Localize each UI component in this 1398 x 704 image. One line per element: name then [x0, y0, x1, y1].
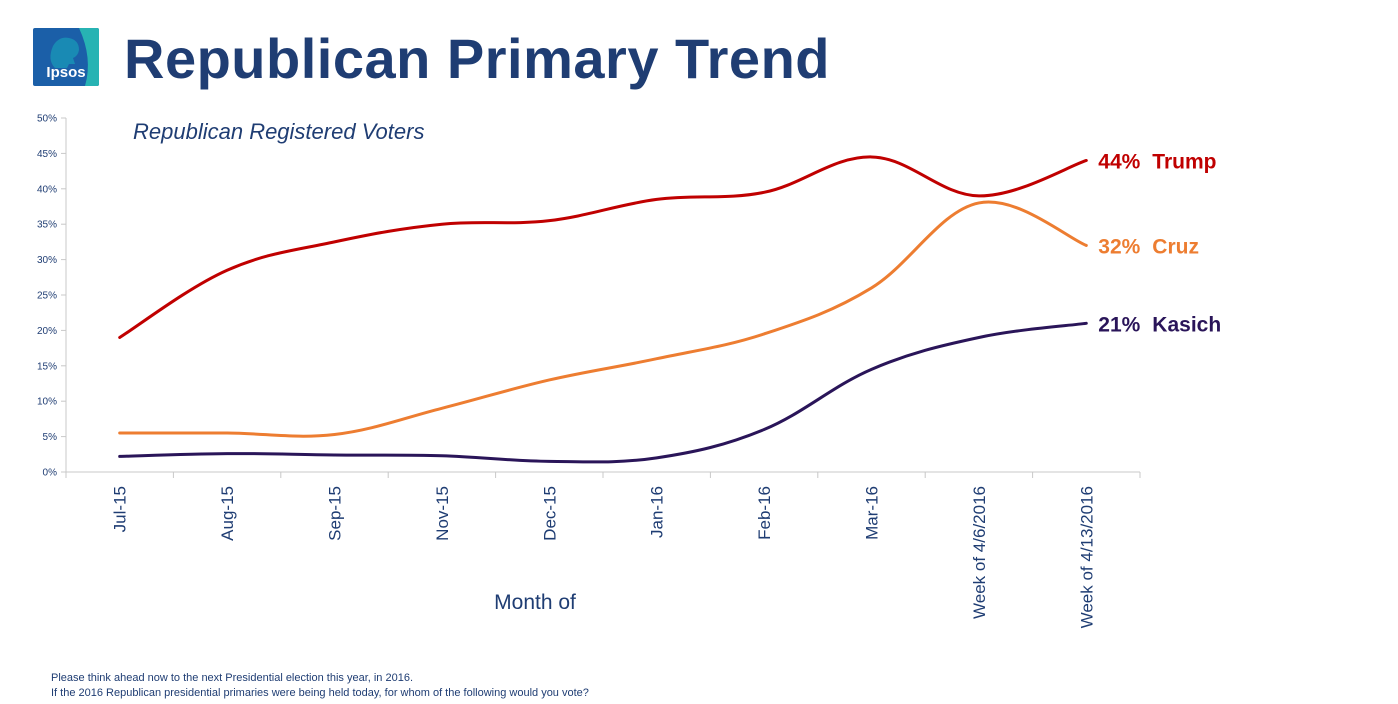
x-tick-label: Jan-16 — [648, 486, 667, 538]
footnote-line-2: If the 2016 Republican presidential prim… — [51, 687, 589, 699]
x-tick-label: Aug-15 — [218, 486, 237, 541]
series-line-trump — [118, 155, 1088, 339]
x-tick-label: Sep-15 — [326, 486, 345, 541]
y-tick-label: 0% — [43, 468, 58, 479]
y-tick-label: 20% — [37, 326, 57, 337]
profile-head-icon — [50, 28, 99, 86]
x-tick-label: Mar-16 — [863, 486, 882, 540]
x-axis-title: Month of — [494, 591, 576, 614]
series-line-cruz — [118, 200, 1088, 438]
x-tick-label: Jul-15 — [111, 486, 130, 532]
series-name-label-cruz: Cruz — [1152, 235, 1199, 258]
chart-series — [118, 155, 1088, 464]
x-tick-label: Dec-15 — [540, 486, 559, 541]
chart-subtitle: Republican Registered Voters — [133, 119, 425, 144]
x-tick-label: Week of 4/6/2016 — [970, 486, 989, 619]
series-line-kasich — [118, 321, 1088, 464]
chart-axes: 0% 5% 10% 15% 20% 25% 30% 35% 40% 45% 50% Jul-15 Aug… — [37, 114, 1141, 628]
ipsos-logo: Ipsos — [33, 28, 99, 86]
y-tick-label: 10% — [37, 397, 57, 408]
end-value-label-kasich: 21% — [1098, 313, 1140, 336]
y-tick-label: 30% — [37, 255, 57, 266]
y-tick-label: 40% — [37, 184, 57, 195]
y-tick-label: 45% — [37, 149, 57, 160]
x-tick-label: Nov-15 — [433, 486, 452, 541]
page-title: Republican Primary Trend — [124, 27, 830, 90]
end-value-label-cruz: 32% — [1098, 235, 1140, 258]
series-name-label-trump: Trump — [1152, 150, 1216, 173]
chart-labels: 44% Trump 32% Cruz 21% Kasich — [1098, 150, 1221, 336]
y-tick-label: 5% — [43, 432, 58, 443]
x-tick-label: Feb-16 — [755, 486, 774, 540]
y-tick-label: 15% — [37, 361, 57, 372]
logo-text: Ipsos — [46, 64, 86, 81]
y-tick-label: 50% — [37, 114, 57, 125]
end-value-label-trump: 44% — [1098, 150, 1140, 173]
y-tick-label: 25% — [37, 291, 57, 302]
series-name-label-kasich: Kasich — [1152, 313, 1221, 336]
footnote-line-1: Please think ahead now to the next Presi… — [51, 672, 414, 684]
y-tick-label: 35% — [37, 220, 57, 231]
x-tick-label: Week of 4/13/2016 — [1077, 486, 1096, 628]
